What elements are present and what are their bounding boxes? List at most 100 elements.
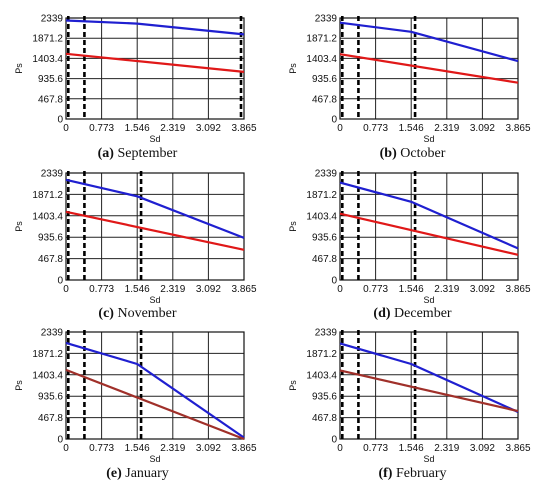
y-tick-label: 0 <box>57 115 63 126</box>
chart-svg: 0 0.773 1.546 2.319 3.092 3.865 0 467.8 935.6 140… <box>14 328 257 465</box>
x-tick-label: 3.092 <box>470 284 495 295</box>
y-tick-label: 1871.2 <box>306 349 337 360</box>
y-axis-label: Ps <box>288 221 298 232</box>
x-tick-label: 3.865 <box>231 123 256 134</box>
y-tick-label: 467.8 <box>312 413 337 424</box>
x-tick-label: 2.319 <box>160 284 185 295</box>
y-tick-label: 0 <box>57 435 63 446</box>
y-tick-label: 467.8 <box>312 254 337 265</box>
chart-panel-january: 0 0.773 1.546 2.319 3.092 3.865 0 467.8 935.6 140… <box>0 324 275 486</box>
series-line-1 <box>65 178 245 239</box>
plot-frame <box>339 331 519 440</box>
x-axis-label: Sd <box>423 295 434 305</box>
y-tick-label: 2339 <box>41 14 64 25</box>
caption-letter: (e) <box>106 466 122 481</box>
y-tick-label: 935.6 <box>38 74 63 85</box>
y-tick-label: 467.8 <box>38 94 63 105</box>
chart-caption: (a) September <box>0 146 275 162</box>
plot-frame <box>339 172 519 281</box>
x-tick-label: 0 <box>63 284 69 295</box>
chart-svg: 0 0.773 1.546 2.319 3.092 3.865 0 467.8 935.6 140… <box>288 328 531 465</box>
plot-frame <box>65 17 245 120</box>
series-line-1 <box>65 19 245 36</box>
y-tick-label: 1403.4 <box>306 211 337 222</box>
chart-panel-october: 0 0.773 1.546 2.319 3.092 3.865 0 467.8 935.6 140… <box>275 0 550 162</box>
caption-letter: (d) <box>373 306 391 321</box>
x-tick-label: 3.092 <box>196 443 221 454</box>
y-axis-label: Ps <box>14 63 24 74</box>
y-tick-label: 2339 <box>315 14 338 25</box>
chart-panel-december: 0 0.773 1.546 2.319 3.092 3.865 0 467.8 935.6 140… <box>275 162 550 324</box>
x-axis-label: Sd <box>149 134 160 144</box>
chart-svg: 0 0.773 1.546 2.319 3.092 3.865 0 467.8 935.6 140… <box>14 14 257 145</box>
y-tick-label: 2339 <box>41 328 64 339</box>
x-tick-label: 1.546 <box>399 284 424 295</box>
y-tick-label: 1871.2 <box>306 190 337 201</box>
y-tick-label: 935.6 <box>312 233 337 244</box>
x-tick-label: 0.773 <box>363 443 388 454</box>
chart-caption: (f) February <box>275 466 550 482</box>
y-tick-label: 1403.4 <box>32 54 63 65</box>
x-tick-label: 2.319 <box>434 123 459 134</box>
y-tick-label: 1403.4 <box>306 54 337 65</box>
y-tick-label: 935.6 <box>38 392 63 403</box>
x-tick-label: 2.319 <box>160 443 185 454</box>
x-tick-label: 3.092 <box>470 123 495 134</box>
caption-letter: (f) <box>378 466 393 481</box>
x-axis-label: Sd <box>423 454 434 464</box>
y-tick-label: 1403.4 <box>32 370 63 381</box>
y-tick-label: 935.6 <box>312 74 337 85</box>
y-tick-label: 0 <box>331 435 337 446</box>
y-axis-label: Ps <box>288 63 298 74</box>
y-tick-label: 2339 <box>41 169 64 180</box>
y-tick-label: 0 <box>57 276 63 287</box>
y-tick-label: 2339 <box>315 328 338 339</box>
y-tick-label: 1871.2 <box>32 349 63 360</box>
x-tick-label: 1.546 <box>125 284 150 295</box>
x-tick-label: 3.092 <box>470 443 495 454</box>
plot-frame <box>65 172 245 281</box>
series-line-1 <box>65 341 245 439</box>
series-line-1 <box>339 21 519 63</box>
caption-text: December <box>394 306 452 321</box>
chart-panel-november: 0 0.773 1.546 2.319 3.092 3.865 0 467.8 935.6 140… <box>0 162 275 324</box>
caption-text: October <box>400 146 446 161</box>
y-tick-label: 1871.2 <box>306 34 337 45</box>
x-tick-label: 3.865 <box>505 284 530 295</box>
x-tick-label: 3.865 <box>231 284 256 295</box>
x-tick-label: 1.546 <box>399 123 424 134</box>
x-tick-label: 0 <box>63 443 69 454</box>
y-tick-label: 935.6 <box>312 392 337 403</box>
x-tick-label: 3.865 <box>505 443 530 454</box>
chart-caption: (d) December <box>275 306 550 322</box>
series-line-2 <box>339 53 519 84</box>
caption-text: November <box>117 306 177 321</box>
x-axis-label: Sd <box>149 454 160 464</box>
chart-svg: 0 0.773 1.546 2.319 3.092 3.865 0 467.8 935.6 140… <box>288 169 531 306</box>
caption-letter: (b) <box>379 146 397 161</box>
series-line-2 <box>65 368 245 441</box>
x-tick-label: 2.319 <box>434 284 459 295</box>
chart-panel-february: 0 0.773 1.546 2.319 3.092 3.865 0 467.8 935.6 140… <box>275 324 550 486</box>
chart-panel-september: 0 0.773 1.546 2.319 3.092 3.865 0 467.8 935.6 140… <box>0 0 275 162</box>
series-line-2 <box>65 52 245 73</box>
y-tick-label: 1403.4 <box>306 370 337 381</box>
plot-frame <box>65 331 245 440</box>
x-axis-label: Sd <box>149 295 160 305</box>
x-tick-label: 3.865 <box>231 443 256 454</box>
x-tick-label: 2.319 <box>160 123 185 134</box>
y-tick-label: 1871.2 <box>32 34 63 45</box>
x-tick-label: 0.773 <box>89 443 114 454</box>
x-tick-label: 0 <box>337 123 343 134</box>
chart-svg: 0 0.773 1.546 2.319 3.092 3.865 0 467.8 935.6 140… <box>14 169 257 306</box>
y-tick-label: 467.8 <box>38 254 63 265</box>
x-tick-label: 0.773 <box>89 284 114 295</box>
x-tick-label: 0 <box>337 284 343 295</box>
chart-svg: 0 0.773 1.546 2.319 3.092 3.865 0 467.8 935.6 140… <box>288 14 531 145</box>
x-tick-label: 0.773 <box>89 123 114 134</box>
x-tick-label: 3.092 <box>196 123 221 134</box>
y-tick-label: 0 <box>331 276 337 287</box>
series-line-1 <box>339 181 519 250</box>
x-tick-label: 0.773 <box>363 284 388 295</box>
x-tick-label: 1.546 <box>399 443 424 454</box>
